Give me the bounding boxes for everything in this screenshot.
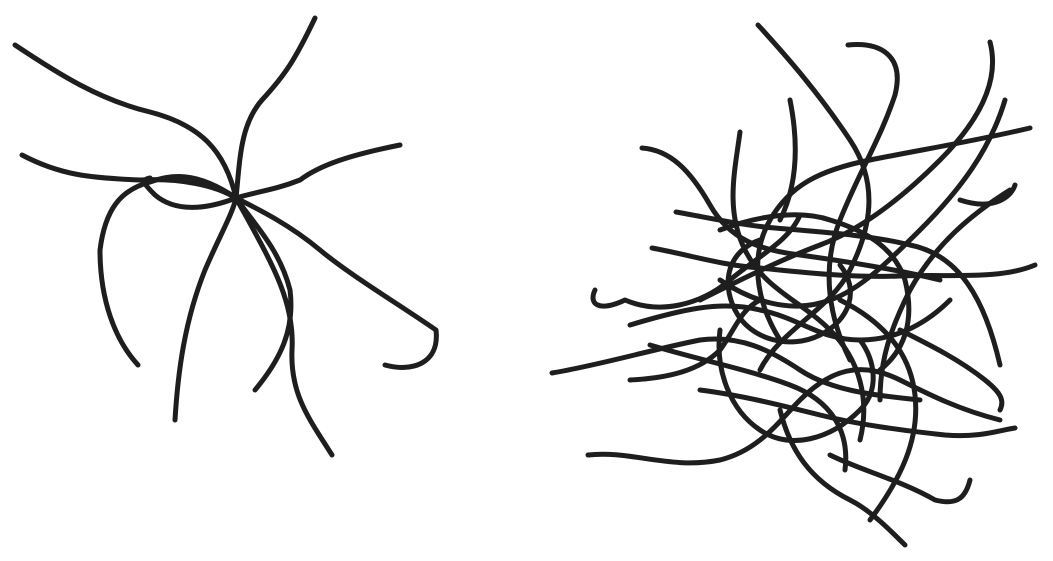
filament bbox=[649, 245, 1038, 279]
filament bbox=[12, 42, 239, 201]
filament bbox=[585, 367, 1003, 466]
filament bbox=[627, 297, 953, 343]
filament bbox=[827, 452, 973, 505]
filament bbox=[755, 125, 1033, 343]
filament bbox=[730, 129, 867, 443]
filament bbox=[233, 195, 294, 393]
filament bbox=[142, 175, 239, 210]
filament bbox=[716, 327, 876, 443]
filament bbox=[673, 209, 1003, 368]
filament bbox=[590, 212, 803, 310]
filament bbox=[233, 195, 335, 458]
star-cluster bbox=[12, 15, 439, 458]
filament bbox=[19, 152, 239, 201]
filament bbox=[549, 336, 923, 403]
filament bbox=[172, 195, 239, 423]
filament bbox=[97, 174, 239, 368]
filament bbox=[755, 22, 872, 373]
tangle-cluster bbox=[549, 22, 1038, 548]
filament bbox=[233, 195, 439, 370]
filament bbox=[233, 142, 403, 201]
filament bbox=[897, 327, 1005, 413]
filament bbox=[233, 15, 318, 201]
filament bbox=[647, 342, 849, 473]
filament bbox=[697, 387, 1018, 439]
filament bbox=[725, 237, 853, 345]
filament bbox=[777, 97, 798, 223]
filament bbox=[877, 182, 1018, 403]
filament bbox=[717, 97, 1008, 309]
